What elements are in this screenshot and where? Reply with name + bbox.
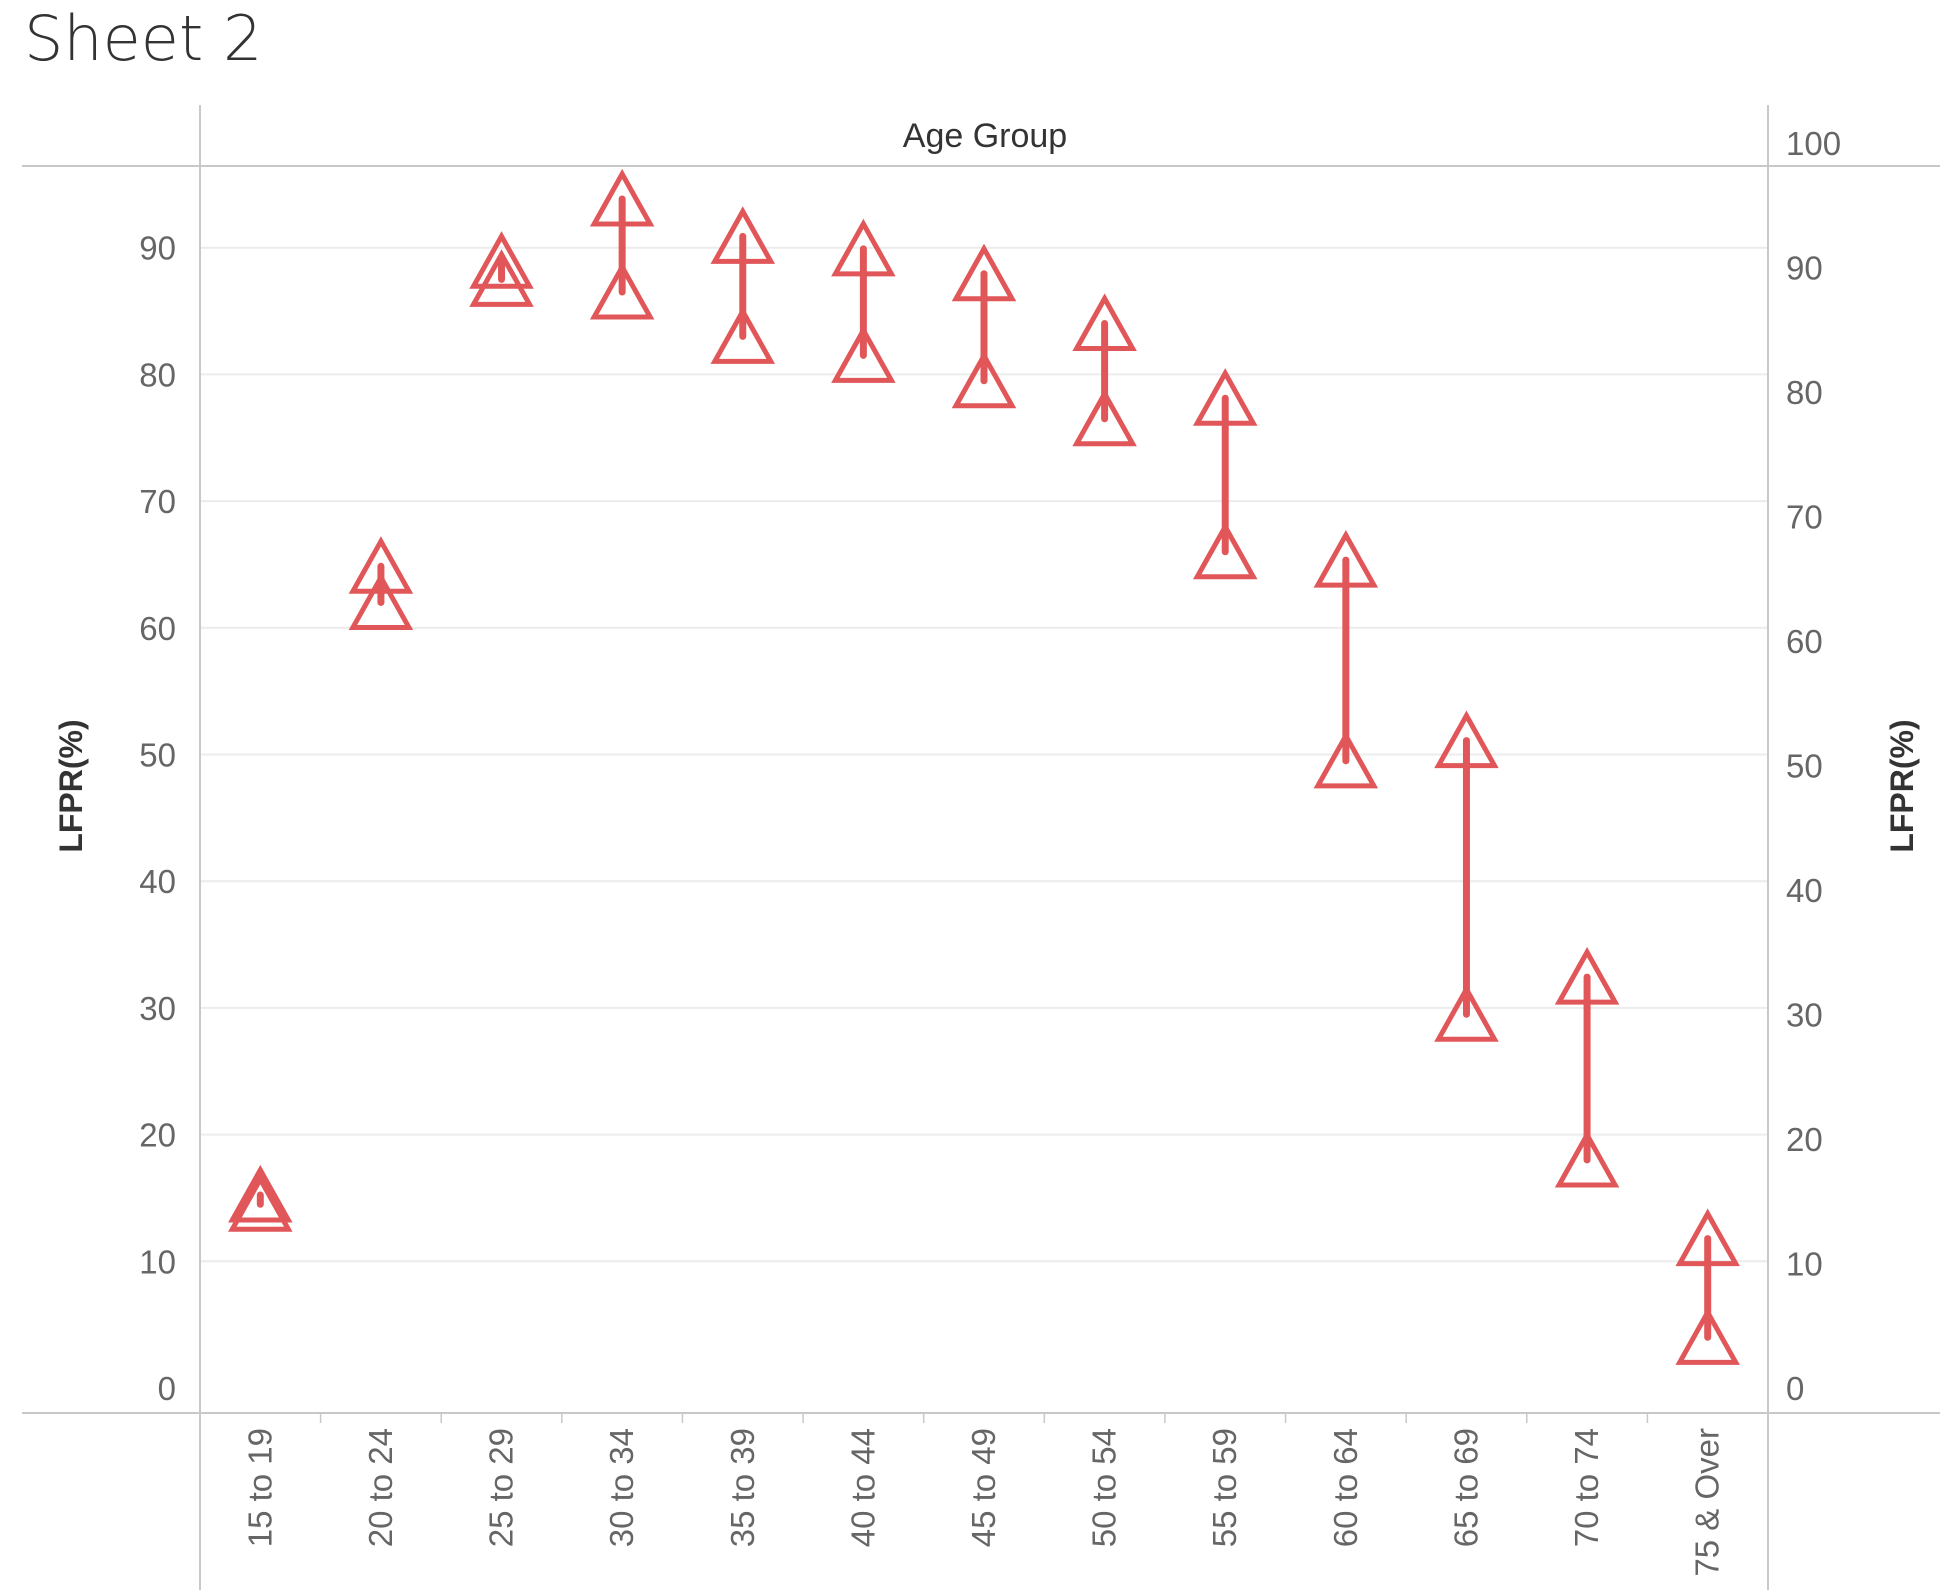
column-header-age-group: Age Group: [903, 117, 1067, 155]
marker-right-axis: [228, 1164, 293, 1223]
x-tick-label: 55 to 59: [1206, 1428, 1243, 1547]
y-ticks-left: 0 10 20 30 40 50 60 70 80 90: [139, 230, 176, 1407]
marker-left-axis: [831, 325, 896, 383]
y-tick-label-left: 0: [158, 1370, 176, 1407]
marker-left-axis: [348, 572, 414, 630]
y-tick-label-right: 50: [1786, 748, 1823, 785]
marker-right-axis: [1675, 1208, 1740, 1267]
y-tick-label-left: 50: [139, 737, 176, 774]
marker-right-axis: [831, 218, 896, 277]
y-tick-label-right: 20: [1786, 1121, 1823, 1158]
x-tick-label: 45 to 49: [965, 1428, 1002, 1547]
marker-right-axis: [1434, 710, 1499, 769]
y-tick-label-right: 10: [1786, 1246, 1823, 1283]
marker-right-axis: [951, 243, 1017, 302]
sheet-title: Sheet 2: [24, 2, 263, 75]
x-tick-label: 75 & Over: [1689, 1428, 1726, 1577]
chart-frame: [22, 105, 1940, 1590]
marker-left-axis: [589, 261, 655, 320]
marker-right-axis: [348, 536, 414, 594]
y-tick-label-right: 90: [1786, 250, 1823, 287]
marker-left-axis: [469, 249, 534, 307]
y-tick-label-right: 80: [1786, 374, 1823, 411]
y-tick-label-left: 60: [139, 610, 176, 647]
x-tick-label: 60 to 64: [1327, 1428, 1364, 1547]
y-tick-label-left: 40: [139, 863, 176, 900]
x-ticks: 15 to 19 20 to 24 25 to 29 30 to 34 35 to 39…: [241, 1428, 1725, 1577]
y-tick-label-left: 90: [139, 230, 176, 267]
marker-right-axis: [1554, 947, 1620, 1005]
marker-right-axis: [469, 231, 534, 289]
y-tick-label-left: 70: [139, 483, 176, 520]
x-tick-label: 50 to 54: [1086, 1428, 1123, 1547]
y-axis-title-right: LFPR(%): [1884, 719, 1920, 852]
marker-right-axis: [1072, 293, 1137, 352]
marker-left-axis: [1313, 730, 1379, 789]
y-tick-label-left: 10: [139, 1243, 176, 1280]
marker-right-axis: [710, 206, 776, 264]
marker-right-axis: [1192, 368, 1258, 426]
marker-left-axis: [228, 1174, 293, 1232]
y-tick-label-right: 100: [1786, 125, 1841, 162]
x-tick-label: 30 to 34: [603, 1428, 640, 1547]
y-tick-label-right: 0: [1786, 1370, 1804, 1407]
marker-left-axis: [1434, 984, 1499, 1042]
y-axis-title-left: LFPR(%): [53, 719, 89, 852]
marker-right-axis: [1313, 529, 1379, 588]
data-marks: [228, 168, 1740, 1365]
x-tick-label: 40 to 44: [844, 1428, 881, 1547]
y-tick-label-right: 70: [1786, 499, 1823, 536]
marker-right-axis: [589, 168, 655, 227]
y-tick-label-right: 30: [1786, 997, 1823, 1034]
x-tick-label: 15 to 19: [241, 1428, 278, 1547]
y-tick-label-left: 30: [139, 990, 176, 1027]
y-tick-label-left: 80: [139, 356, 176, 393]
marker-left-axis: [951, 350, 1017, 409]
marker-left-axis: [1554, 1129, 1620, 1188]
x-tick-label: 35 to 39: [724, 1428, 761, 1547]
gridlines: [200, 246, 1768, 1263]
y-tick-label-left: 20: [139, 1117, 176, 1154]
y-ticks-right: 0 10 20 30 40 50 60 70 80 90 100: [1786, 125, 1841, 1407]
y-tick-label-right: 60: [1786, 623, 1823, 660]
marker-left-axis: [1192, 521, 1258, 580]
y-tick-label-right: 40: [1786, 872, 1823, 909]
marker-left-axis: [1072, 388, 1137, 447]
x-tick-label: 65 to 69: [1447, 1428, 1484, 1547]
x-tick-label: 70 to 74: [1568, 1428, 1605, 1547]
x-tick-label: 25 to 29: [483, 1428, 520, 1547]
x-tick-label: 20 to 24: [362, 1428, 399, 1547]
marker-left-axis: [1675, 1307, 1740, 1365]
marker-left-axis: [710, 306, 776, 364]
